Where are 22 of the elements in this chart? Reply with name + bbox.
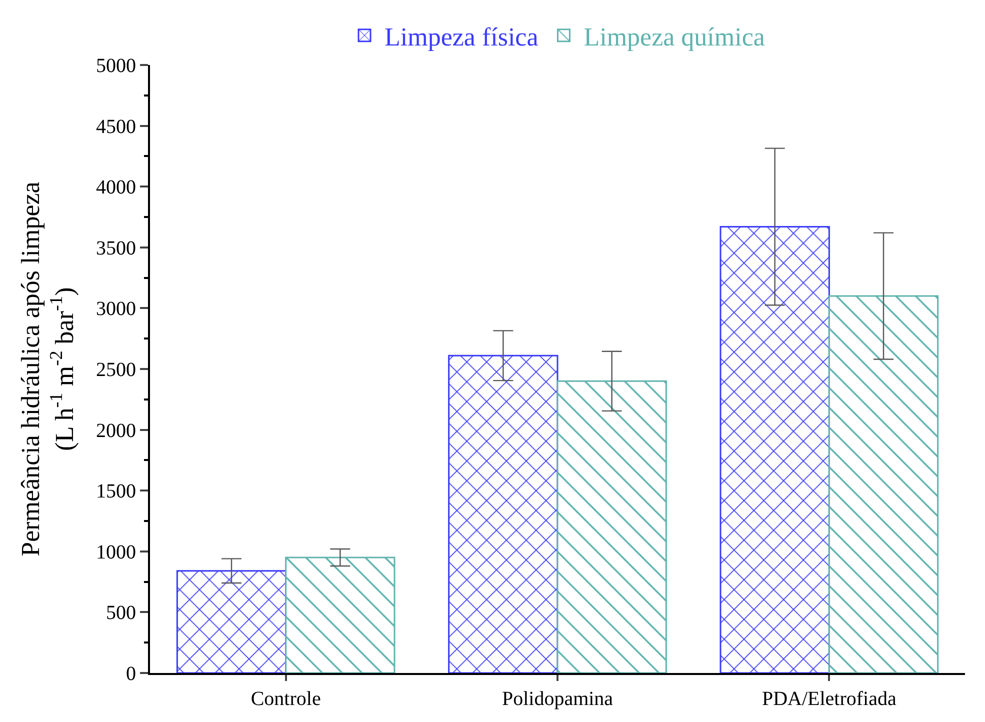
text: Limpeza física bbox=[384, 22, 539, 52]
y-tick-label: 1500 bbox=[96, 480, 136, 503]
y-tick-label: 4000 bbox=[96, 176, 136, 199]
y-tick-label: 2000 bbox=[96, 420, 136, 442]
y-tick-label: 500 bbox=[106, 602, 136, 624]
x-tick-label: Controle bbox=[250, 688, 321, 710]
bar bbox=[285, 556, 396, 673]
bar bbox=[556, 380, 667, 673]
text: Limpeza química bbox=[584, 22, 766, 52]
y-tick-label: 3000 bbox=[96, 298, 136, 320]
y-tick-label: 4500 bbox=[96, 116, 136, 138]
y-tick-label: 1000 bbox=[96, 541, 136, 564]
bar bbox=[720, 226, 830, 673]
y-tick-label: 0 bbox=[126, 663, 136, 685]
x-tick-label: PDA/Eletrofiada bbox=[762, 688, 896, 710]
y-tick-label: 2500 bbox=[96, 359, 136, 381]
bar bbox=[828, 295, 939, 673]
bar bbox=[448, 354, 558, 673]
x-tick-label: Polidopamina bbox=[502, 688, 614, 710]
y-tick-label: 3500 bbox=[96, 237, 136, 260]
y-tick-label: 5000 bbox=[96, 55, 136, 77]
bar bbox=[176, 570, 287, 673]
